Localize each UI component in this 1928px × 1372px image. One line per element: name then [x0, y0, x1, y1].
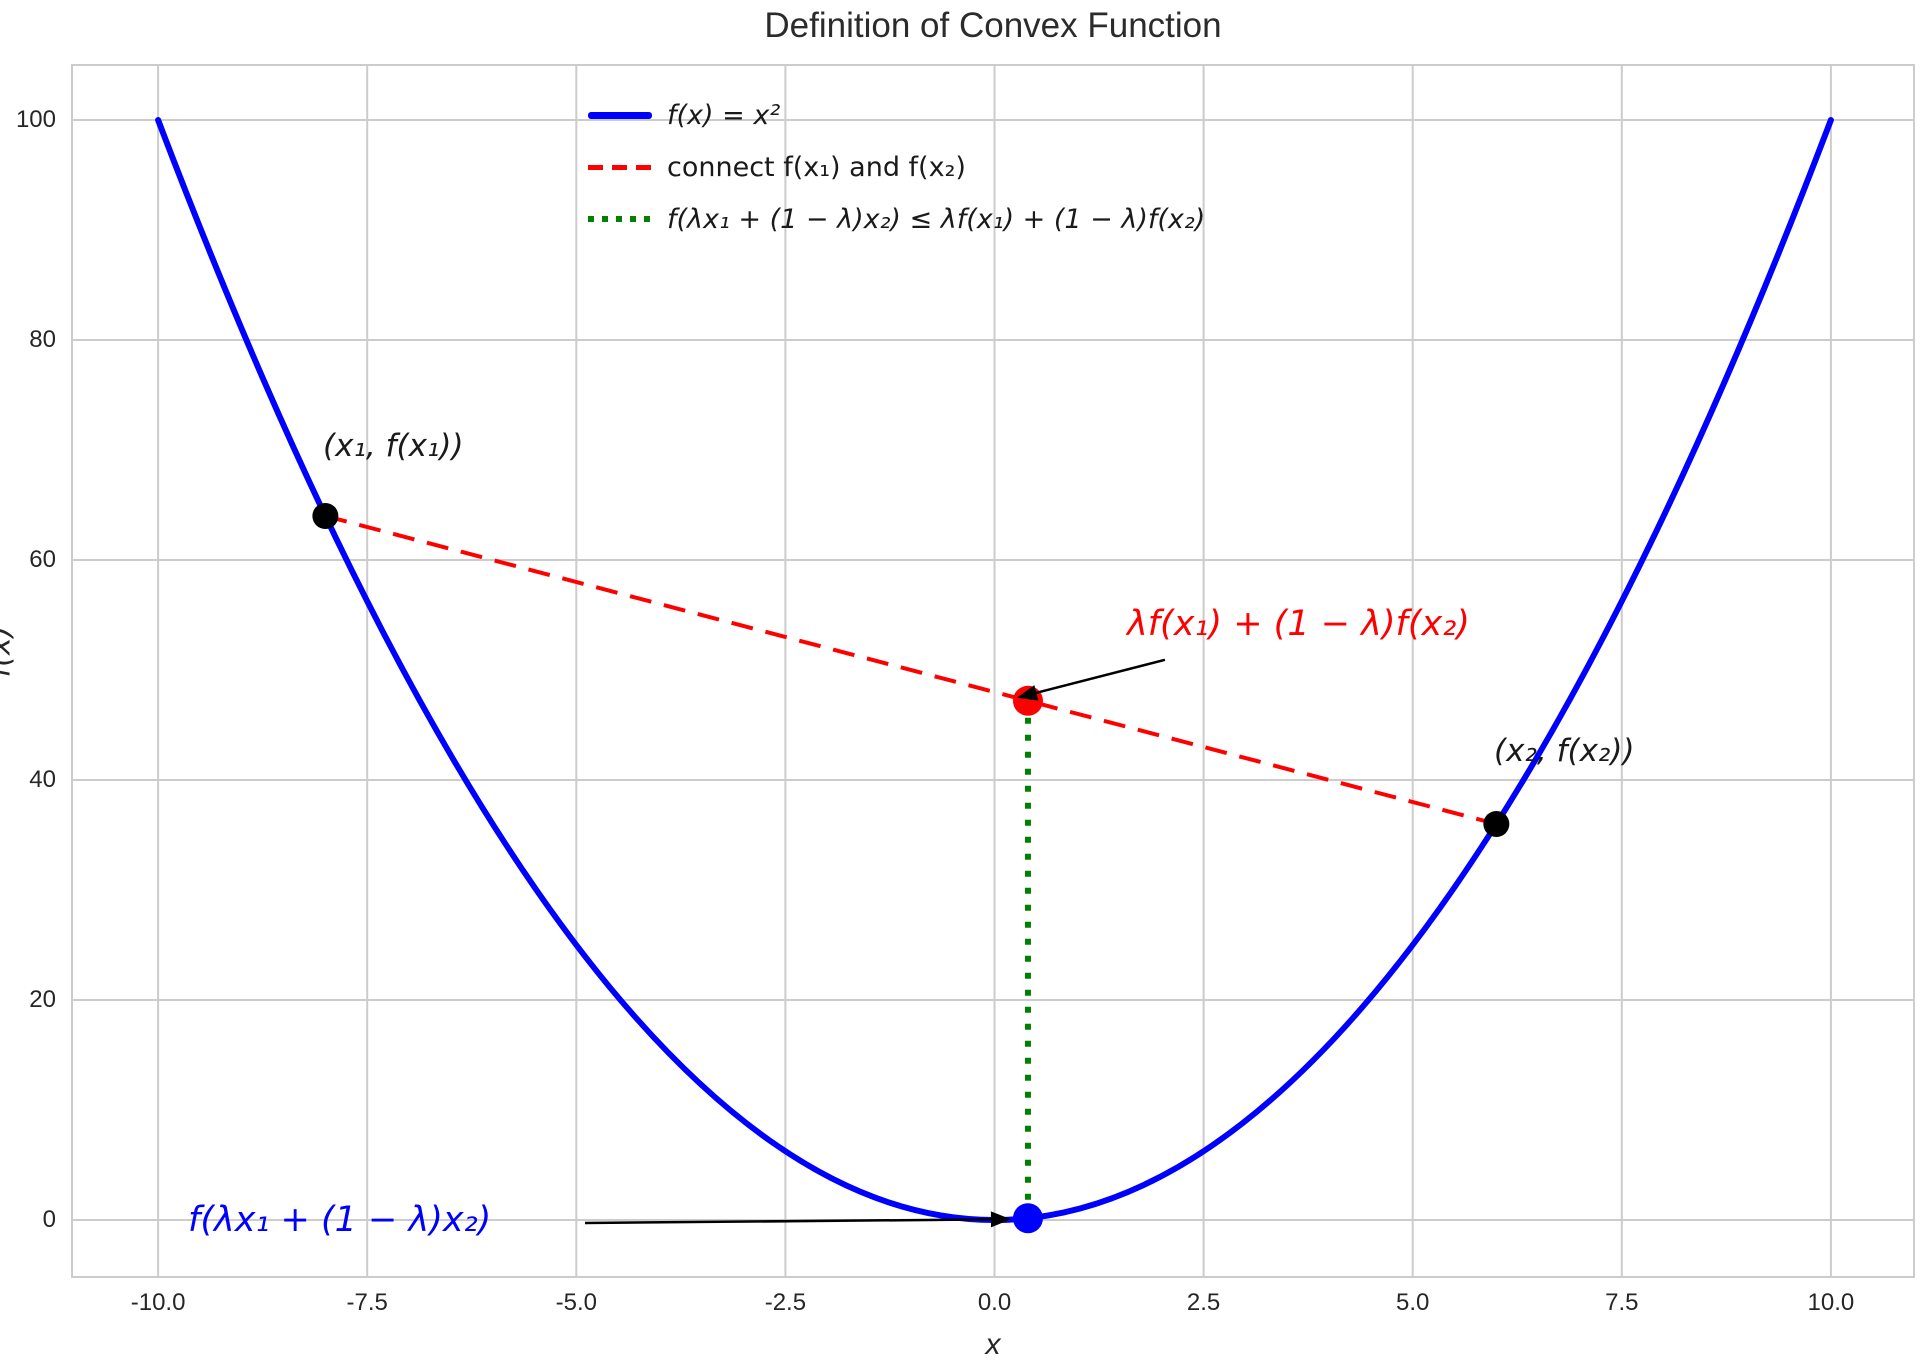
y-tick-label: 20: [29, 986, 56, 1013]
y-tick-label: 40: [29, 766, 56, 793]
x-tick-label: 10.0: [1807, 1289, 1855, 1316]
arrow-to-curve-point-shaft: [584, 1218, 991, 1225]
annotation-function-value: f(λx₁ + (1 − λ)x₂): [188, 1200, 492, 1240]
annotation-point-x1: (x₁, f(x₁)): [323, 428, 464, 464]
x-axis-label: x: [985, 1328, 1001, 1361]
legend-label-inequality: f(λx₁ + (1 − λ)x₂) ≤ λf(x₁) + (1 − λ)f(x…: [667, 203, 1206, 235]
chart-title: Definition of Convex Function: [764, 6, 1222, 45]
annotation-chord-value: λf(x₁) + (1 − λ)f(x₂): [1127, 604, 1470, 644]
plot-border: [71, 64, 1915, 1278]
arrow-to-chord-point-head: [1016, 685, 1039, 701]
legend-item-chord: connect f(x₁) and f(x₂): [588, 149, 966, 185]
legend-item-inequality: f(λx₁ + (1 − λ)x₂) ≤ λf(x₁) + (1 − λ)f(x…: [588, 201, 1205, 237]
y-tick-label: 0: [42, 1206, 56, 1233]
x-tick-label: 7.5: [1605, 1289, 1639, 1316]
annotation-point-x2: (x₂, f(x₂)): [1494, 733, 1635, 769]
x-tick-label: 0.0: [977, 1289, 1012, 1316]
y-tick-label: 60: [29, 546, 56, 573]
legend-item-curve: f(x) = x²: [588, 97, 780, 133]
y-tick-label: 80: [29, 326, 56, 353]
legend-swatch-dotted-line: [588, 216, 652, 222]
point-x2: [1483, 811, 1510, 837]
x-tick-label: -10.0: [130, 1289, 186, 1316]
arrow-to-chord-point-shaft: [1036, 658, 1166, 695]
x-tick-label: -5.0: [555, 1289, 597, 1316]
legend-label-chord: connect f(x₁) and f(x₂): [667, 151, 966, 183]
point-x1: [312, 503, 339, 529]
legend-label-curve: f(x) = x²: [667, 99, 781, 131]
point-curve-blue: [1012, 1203, 1043, 1234]
x-tick-label: 2.5: [1186, 1289, 1221, 1316]
x-tick-label: 5.0: [1396, 1289, 1430, 1316]
y-axis-label: f(x): [0, 625, 18, 678]
arrow-to-curve-point-head: [990, 1211, 1011, 1228]
x-tick-label: -7.5: [346, 1289, 388, 1316]
chord-dashed-line: [324, 514, 1497, 826]
legend-swatch-dashed-line: [588, 164, 652, 170]
y-tick-label: 100: [15, 106, 56, 133]
x-tick-label: -2.5: [764, 1289, 807, 1316]
legend-swatch-solid-line: [588, 111, 652, 119]
